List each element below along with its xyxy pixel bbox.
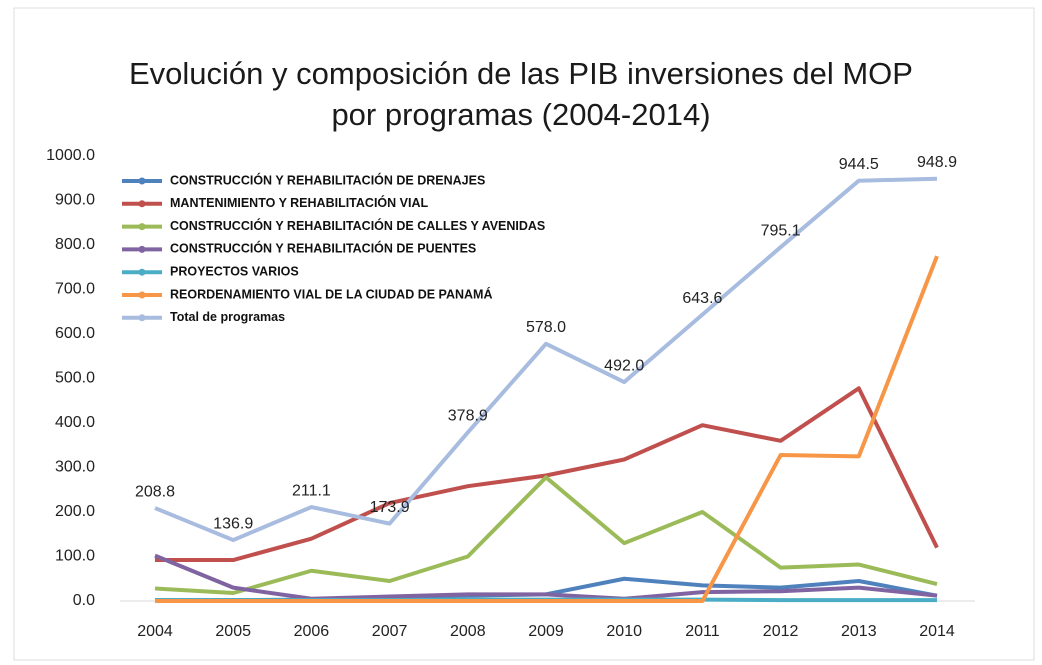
legend-label: PROYECTOS VARIOS — [170, 264, 299, 278]
chart-subtitle: por programas (2004-2014) — [331, 97, 710, 132]
data-label: 211.1 — [292, 482, 331, 499]
y-tick-label: 300.0 — [55, 459, 95, 476]
legend-marker — [138, 268, 146, 276]
data-label: 208.8 — [135, 483, 175, 500]
series-line — [154, 475, 938, 595]
data-label: 944.5 — [839, 156, 879, 173]
legend-marker — [138, 314, 146, 322]
legend-label: Total de programas — [170, 310, 285, 324]
x-tick-label: 2014 — [919, 623, 955, 640]
series-line — [154, 553, 938, 601]
frame — [13, 7, 1035, 661]
x-tick-label: 2012 — [763, 623, 799, 640]
data-label: 492.0 — [604, 357, 644, 374]
y-tick-label: 400.0 — [55, 414, 95, 431]
y-tick-label: 500.0 — [55, 370, 95, 387]
x-tick-label: 2008 — [450, 623, 486, 640]
legend-label: CONSTRUCCIÓN Y REHABILITACIÓN DE CALLES … — [170, 218, 545, 233]
series-line — [154, 176, 938, 543]
legend-marker — [138, 245, 146, 253]
x-tick-label: 2011 — [685, 623, 720, 640]
x-tick-label: 2006 — [294, 623, 330, 640]
y-tick-label: 200.0 — [55, 503, 95, 520]
data-label: 578.0 — [526, 319, 566, 336]
chart-title: Evolución y composición de las PIB inver… — [129, 56, 913, 91]
legend-label: MANTENIMIENTO Y REHABILITACIÓN VIAL — [170, 195, 428, 210]
data-label: 795.1 — [761, 222, 801, 239]
y-tick-label: 600.0 — [55, 325, 95, 342]
y-tick-label: 0.0 — [73, 592, 95, 609]
data-label: 378.9 — [448, 408, 488, 425]
x-tick-label: 2004 — [137, 623, 173, 640]
legend-label: REORDENAMIENTO VIAL DE LA CIUDAD DE PANA… — [170, 286, 492, 301]
x-tick-label: 2009 — [528, 623, 564, 640]
legend-marker — [138, 223, 146, 231]
legend-marker — [138, 200, 146, 208]
data-label: 173.9 — [370, 499, 410, 516]
data-label: 643.6 — [682, 290, 722, 307]
data-label: 948.9 — [917, 154, 957, 171]
y-tick-label: 900.0 — [55, 192, 95, 209]
x-tick-label: 2010 — [606, 623, 642, 640]
x-tick-label: 2007 — [372, 623, 408, 640]
y-tick-label: 100.0 — [55, 548, 95, 565]
x-tick-label: 2005 — [215, 623, 251, 640]
y-tick-label: 800.0 — [55, 236, 95, 253]
legend-marker — [138, 291, 146, 299]
series-line — [155, 255, 939, 603]
y-tick-label: 700.0 — [55, 281, 95, 298]
data-label: 136.9 — [213, 515, 253, 532]
x-tick-label: 2013 — [841, 623, 877, 640]
legend-label: CONSTRUCCIÓN Y REHABILITACIÓN DE PUENTES — [170, 241, 476, 256]
legend-marker — [138, 177, 146, 185]
y-tick-label: 1000.0 — [46, 147, 95, 164]
legend-label: CONSTRUCCIÓN Y REHABILITACIÓN DE DRENAJE… — [170, 172, 485, 187]
